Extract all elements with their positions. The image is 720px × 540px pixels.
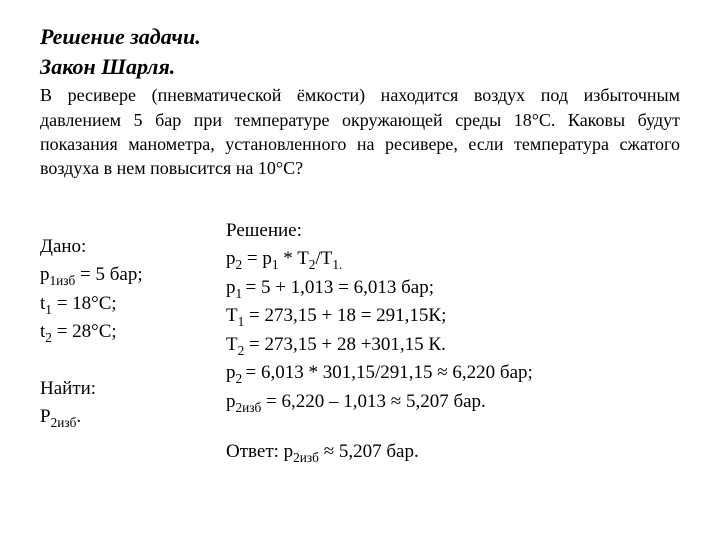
- given-p1-rest: = 5 бар;: [75, 264, 142, 285]
- given-t2-sub: 2: [45, 330, 52, 345]
- given-p1-sym: p: [40, 264, 50, 285]
- given-p1: p1изб = 5 бар;: [40, 261, 220, 290]
- find-value: P2изб.: [40, 403, 220, 432]
- given-t2-rest: = 28°С;: [52, 321, 117, 342]
- eq-mid1: = p: [242, 248, 272, 269]
- p2-sym: p: [226, 362, 236, 383]
- find-sub: 2изб: [51, 415, 77, 430]
- T1-rest: = 273,15 + 18 = 291,15К;: [244, 305, 446, 326]
- title-line-1: Решение задачи.: [40, 22, 680, 52]
- T2-rest: = 273,15 + 28 +301,15 К.: [244, 334, 446, 355]
- p1-rest: = 5 + 1,013 = 6,013 бар;: [245, 277, 434, 298]
- p2izb-sym: p: [226, 391, 236, 412]
- p2-sub: 2: [236, 371, 246, 386]
- T2-sym: T: [226, 334, 238, 355]
- eq-p2-sym: p: [226, 248, 236, 269]
- solution-p2izb-line: p2изб = 6,220 – 1,013 ≈ 5,207 бар.: [226, 388, 680, 417]
- given-t2: t2 = 28°С;: [40, 318, 220, 347]
- p2izb-rest: = 6,220 – 1,013 ≈ 5,207 бар.: [261, 391, 486, 412]
- solution-p2-line: p2 = 6,013 * 301,15/291,15 ≈ 6,220 бар;: [226, 359, 680, 388]
- find-title: Найти:: [40, 375, 220, 404]
- eq-T1-sub: 1.: [332, 257, 342, 272]
- p1-sub: 1: [236, 285, 246, 300]
- body-block: Дано: p1изб = 5 бар; t1 = 18°С; t2 = 28°…: [40, 217, 680, 467]
- answer-sub: 2изб: [293, 450, 319, 465]
- given-t1: t1 = 18°С;: [40, 290, 220, 319]
- answer-rest: ≈ 5,207 бар.: [319, 441, 419, 462]
- solution-eq-main: p2 = p1 * T2/T1.: [226, 245, 680, 274]
- problem-statement: В ресивере (пневматической ёмкости) нахо…: [40, 83, 680, 180]
- eq-mid3: /T: [315, 248, 332, 269]
- solution-column: Решение: p2 = p1 * T2/T1. p1 = 5 + 1,013…: [220, 217, 680, 467]
- given-p1-sub: 1изб: [50, 273, 76, 288]
- given-title: Дано:: [40, 233, 220, 262]
- solution-title: Решение:: [226, 217, 680, 246]
- T1-sym: T: [226, 305, 238, 326]
- solution-T2-line: T2 = 273,15 + 28 +301,15 К.: [226, 331, 680, 360]
- solution-T1-line: T1 = 273,15 + 18 = 291,15К;: [226, 302, 680, 331]
- eq-p1-sub: 1: [272, 257, 279, 272]
- find-sym: P: [40, 406, 51, 427]
- given-t1-rest: = 18°С;: [52, 293, 117, 314]
- p1-sym: p: [226, 277, 236, 298]
- eq-mid2: * T: [279, 248, 309, 269]
- find-rest: .: [76, 406, 81, 427]
- title-line-2: Закон Шарля.: [40, 52, 680, 82]
- answer-pre: Ответ: p: [226, 441, 293, 462]
- p2-rest: = 6,013 * 301,15/291,15 ≈ 6,220 бар;: [245, 362, 532, 383]
- solution-answer: Ответ: p2изб ≈ 5,207 бар.: [226, 438, 680, 467]
- page-root: Решение задачи. Закон Шарля. В ресивере …: [0, 0, 720, 487]
- given-column: Дано: p1изб = 5 бар; t1 = 18°С; t2 = 28°…: [40, 217, 220, 467]
- given-t1-sub: 1: [45, 301, 52, 316]
- solution-p1-line: p1 = 5 + 1,013 = 6,013 бар;: [226, 274, 680, 303]
- p2izb-sub: 2изб: [236, 399, 262, 414]
